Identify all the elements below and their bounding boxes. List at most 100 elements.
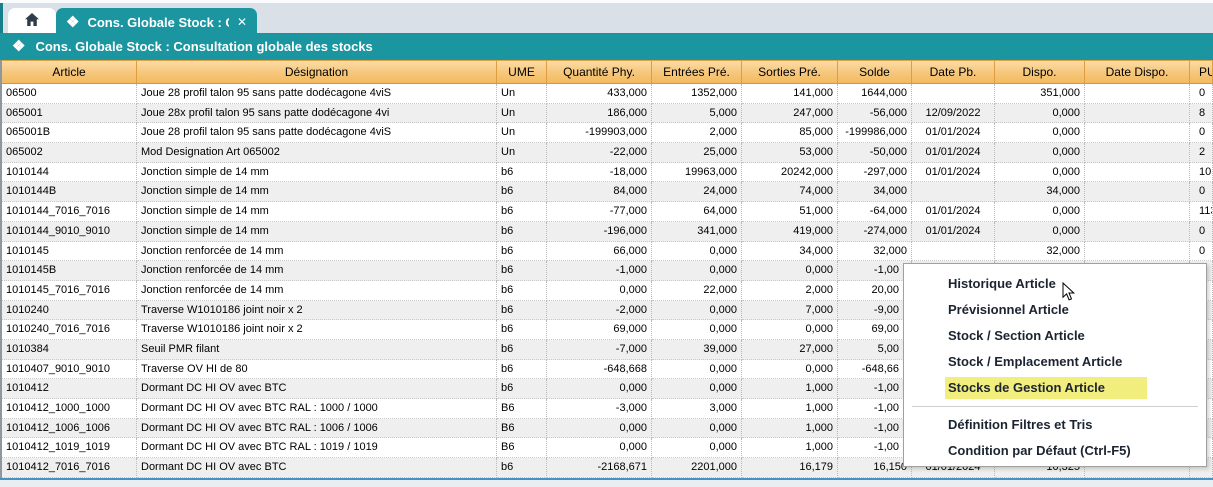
cell: 06500: [2, 84, 137, 104]
cell: 16,150: [838, 458, 912, 478]
column-header[interactable]: Date Pb.: [912, 60, 995, 84]
cell: 065002: [2, 143, 137, 163]
table-row[interactable]: 065001 Joue 28x profil talon 95 sans patt…: [2, 103, 1213, 124]
tab-label: Cons. Globale Stock : C...: [87, 14, 228, 30]
cell: 01/01/2024: [912, 162, 995, 183]
column-header[interactable]: Date Dispo.: [1085, 60, 1190, 84]
cell: 1010145_7016_7016: [2, 280, 137, 301]
cell: 0,000: [652, 300, 742, 321]
cell: -1,00: [838, 379, 912, 399]
table-row[interactable]: 065001B Joue 28 profil talon 95 sans patt…: [2, 123, 1213, 144]
cell: B6: [497, 399, 547, 419]
cell: -1,00: [838, 438, 912, 459]
cell: [1085, 458, 1190, 478]
menu-item[interactable]: Stock / Section Article: [948, 328, 1085, 343]
cell: [1085, 103, 1190, 124]
column-header[interactable]: Désignation: [137, 60, 497, 84]
tab-strip: ❖ Cons. Globale Stock : C... ✕: [0, 0, 1213, 36]
cell: Mod Designation Art 065002: [137, 143, 497, 163]
cell: [912, 84, 995, 104]
column-header[interactable]: Sorties Pré.: [742, 60, 838, 84]
cell: 0,000: [652, 418, 742, 439]
mouse-cursor-icon: [1062, 281, 1077, 307]
cell: b6: [497, 162, 547, 183]
column-header[interactable]: Solde: [838, 60, 912, 84]
cell: [1085, 84, 1190, 104]
cell: Un: [497, 84, 547, 104]
cell: b6: [497, 182, 547, 203]
cell: -7,000: [547, 339, 652, 360]
tab-cons-globale-stock[interactable]: ❖ Cons. Globale Stock : C... ✕: [56, 8, 257, 36]
cell: b6: [497, 221, 547, 242]
table-row[interactable]: 1010144_7016_7016 Jonction simple de 14 m…: [2, 202, 1213, 222]
cell: 74,000: [742, 182, 838, 203]
cell: [1085, 241, 1190, 262]
cell: -1,000: [547, 261, 652, 281]
cell: 69,000: [547, 320, 652, 340]
cell: 1010145B: [2, 261, 137, 281]
cell: Jonction renforcée de 14 mm: [137, 261, 497, 281]
column-header[interactable]: Dispo.: [995, 60, 1085, 84]
cell: Un: [497, 143, 547, 163]
menu-item[interactable]: Condition par Défaut (Ctrl-F5): [948, 443, 1131, 458]
cell: 39,000: [652, 339, 742, 360]
cell: 0,000: [995, 202, 1085, 222]
menu-item[interactable]: Définition Filtres et Tris: [948, 417, 1093, 432]
cell: 065001B: [2, 123, 137, 144]
cell: -18,000: [547, 162, 652, 183]
menu-item[interactable]: Prévisionnel Article: [948, 302, 1069, 317]
cell: 341,000: [652, 221, 742, 242]
cell: [1085, 182, 1190, 203]
table-header-row: Article Désignation UME Quantité Phy. Entrée…: [2, 60, 1213, 84]
cell: -22,000: [547, 143, 652, 163]
cell: 247,000: [742, 103, 838, 124]
home-icon: [24, 12, 40, 32]
table-row[interactable]: 1010144_9010_9010 Jonction simple de 14 m…: [2, 221, 1213, 242]
cell: 0,000: [995, 221, 1085, 242]
close-tab-icon[interactable]: ✕: [236, 15, 247, 29]
cell: 20,00: [838, 280, 912, 301]
cell: -9,00: [838, 300, 912, 321]
menu-item[interactable]: Stocks de Gestion Article: [904, 375, 1206, 401]
table-row[interactable]: 06500 Joue 28 profil talon 95 sans patte …: [2, 84, 1213, 104]
window-frame-edge: [0, 3, 3, 36]
cell: 32,000: [838, 241, 912, 262]
column-header[interactable]: Entrées Pré.: [652, 60, 742, 84]
menu-item[interactable]: Stock / Emplacement Article: [948, 354, 1123, 369]
cell: [1085, 202, 1190, 222]
cell: 0,000: [995, 143, 1085, 163]
cell: Un: [497, 123, 547, 144]
cell: 22,000: [652, 280, 742, 301]
tab-home[interactable]: [8, 8, 56, 36]
column-header[interactable]: PU: [1190, 60, 1213, 84]
table-row[interactable]: 1010144B Jonction simple de 14 mm b6 84,000…: [2, 182, 1213, 203]
cell: -1,00: [838, 261, 912, 281]
cell: Joue 28x profil talon 95 sans patte dodé…: [137, 103, 497, 124]
cell: 1010240: [2, 300, 137, 321]
cell: b6: [497, 379, 547, 399]
cell: [1085, 221, 1190, 242]
cell: 19963,000: [652, 162, 742, 183]
column-header[interactable]: Quantité Phy.: [547, 60, 652, 84]
table-row[interactable]: 1010145 Jonction renforcée de 14 mm b6 66,0…: [2, 241, 1213, 262]
table-row[interactable]: 1010144 Jonction simple de 14 mm b6 -18,000…: [2, 162, 1213, 183]
cell: 186,000: [547, 103, 652, 124]
column-header[interactable]: Article: [2, 60, 137, 84]
cell: 0,000: [742, 359, 838, 380]
cell: 065001: [2, 103, 137, 124]
cell: Dormant DC HI OV avec BTC: [137, 379, 497, 399]
cell: [912, 182, 995, 203]
cell: b6: [497, 339, 547, 360]
cell: 1010144_9010_9010: [2, 221, 137, 242]
cell: 1,000: [742, 438, 838, 459]
menu-item[interactable]: Historique Article: [948, 276, 1056, 291]
cell: 5,00: [838, 339, 912, 360]
cell: Joue 28 profil talon 95 sans patte dodéc…: [137, 123, 497, 144]
table-row[interactable]: 065002 Mod Designation Art 065002 Un -22,00…: [2, 143, 1213, 163]
cell: 69,00: [838, 320, 912, 340]
cell: 20242,000: [742, 162, 838, 183]
cell: 2201,000: [652, 458, 742, 478]
cell: 0,000: [547, 379, 652, 399]
cell: 433,000: [547, 84, 652, 104]
column-header[interactable]: UME: [497, 60, 547, 84]
